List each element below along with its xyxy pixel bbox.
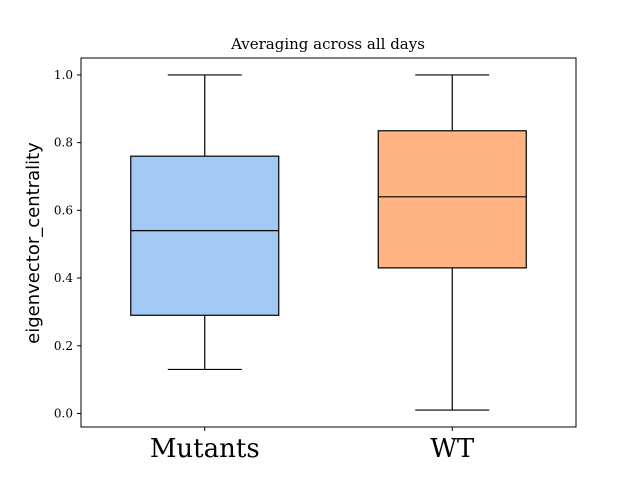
axes-layer: 0.0 0.2 0.4 0.6 0.8 1.0 Mutants WT — [54, 57, 577, 464]
box-iqr — [377, 130, 527, 269]
y-tick-label: 1.0 — [54, 68, 73, 82]
box-iqr — [130, 155, 280, 316]
y-axis-label: eigenvector_centrality — [23, 142, 44, 344]
box-group-wt — [377, 74, 527, 411]
plot-frame — [80, 57, 577, 428]
x-tick-label: Mutants — [150, 434, 260, 464]
x-tick-label: WT — [430, 434, 475, 464]
boxes-layer — [130, 74, 527, 411]
box-group-mutants — [130, 74, 280, 371]
y-tick-label: 0.2 — [54, 339, 73, 353]
y-tick-label: 0.8 — [54, 136, 73, 150]
y-tick-label: 0.6 — [54, 203, 73, 217]
chart-title: Averaging across all days — [230, 35, 425, 53]
y-tick-label: 0.4 — [54, 271, 73, 285]
y-tick-label: 0.0 — [54, 406, 73, 420]
